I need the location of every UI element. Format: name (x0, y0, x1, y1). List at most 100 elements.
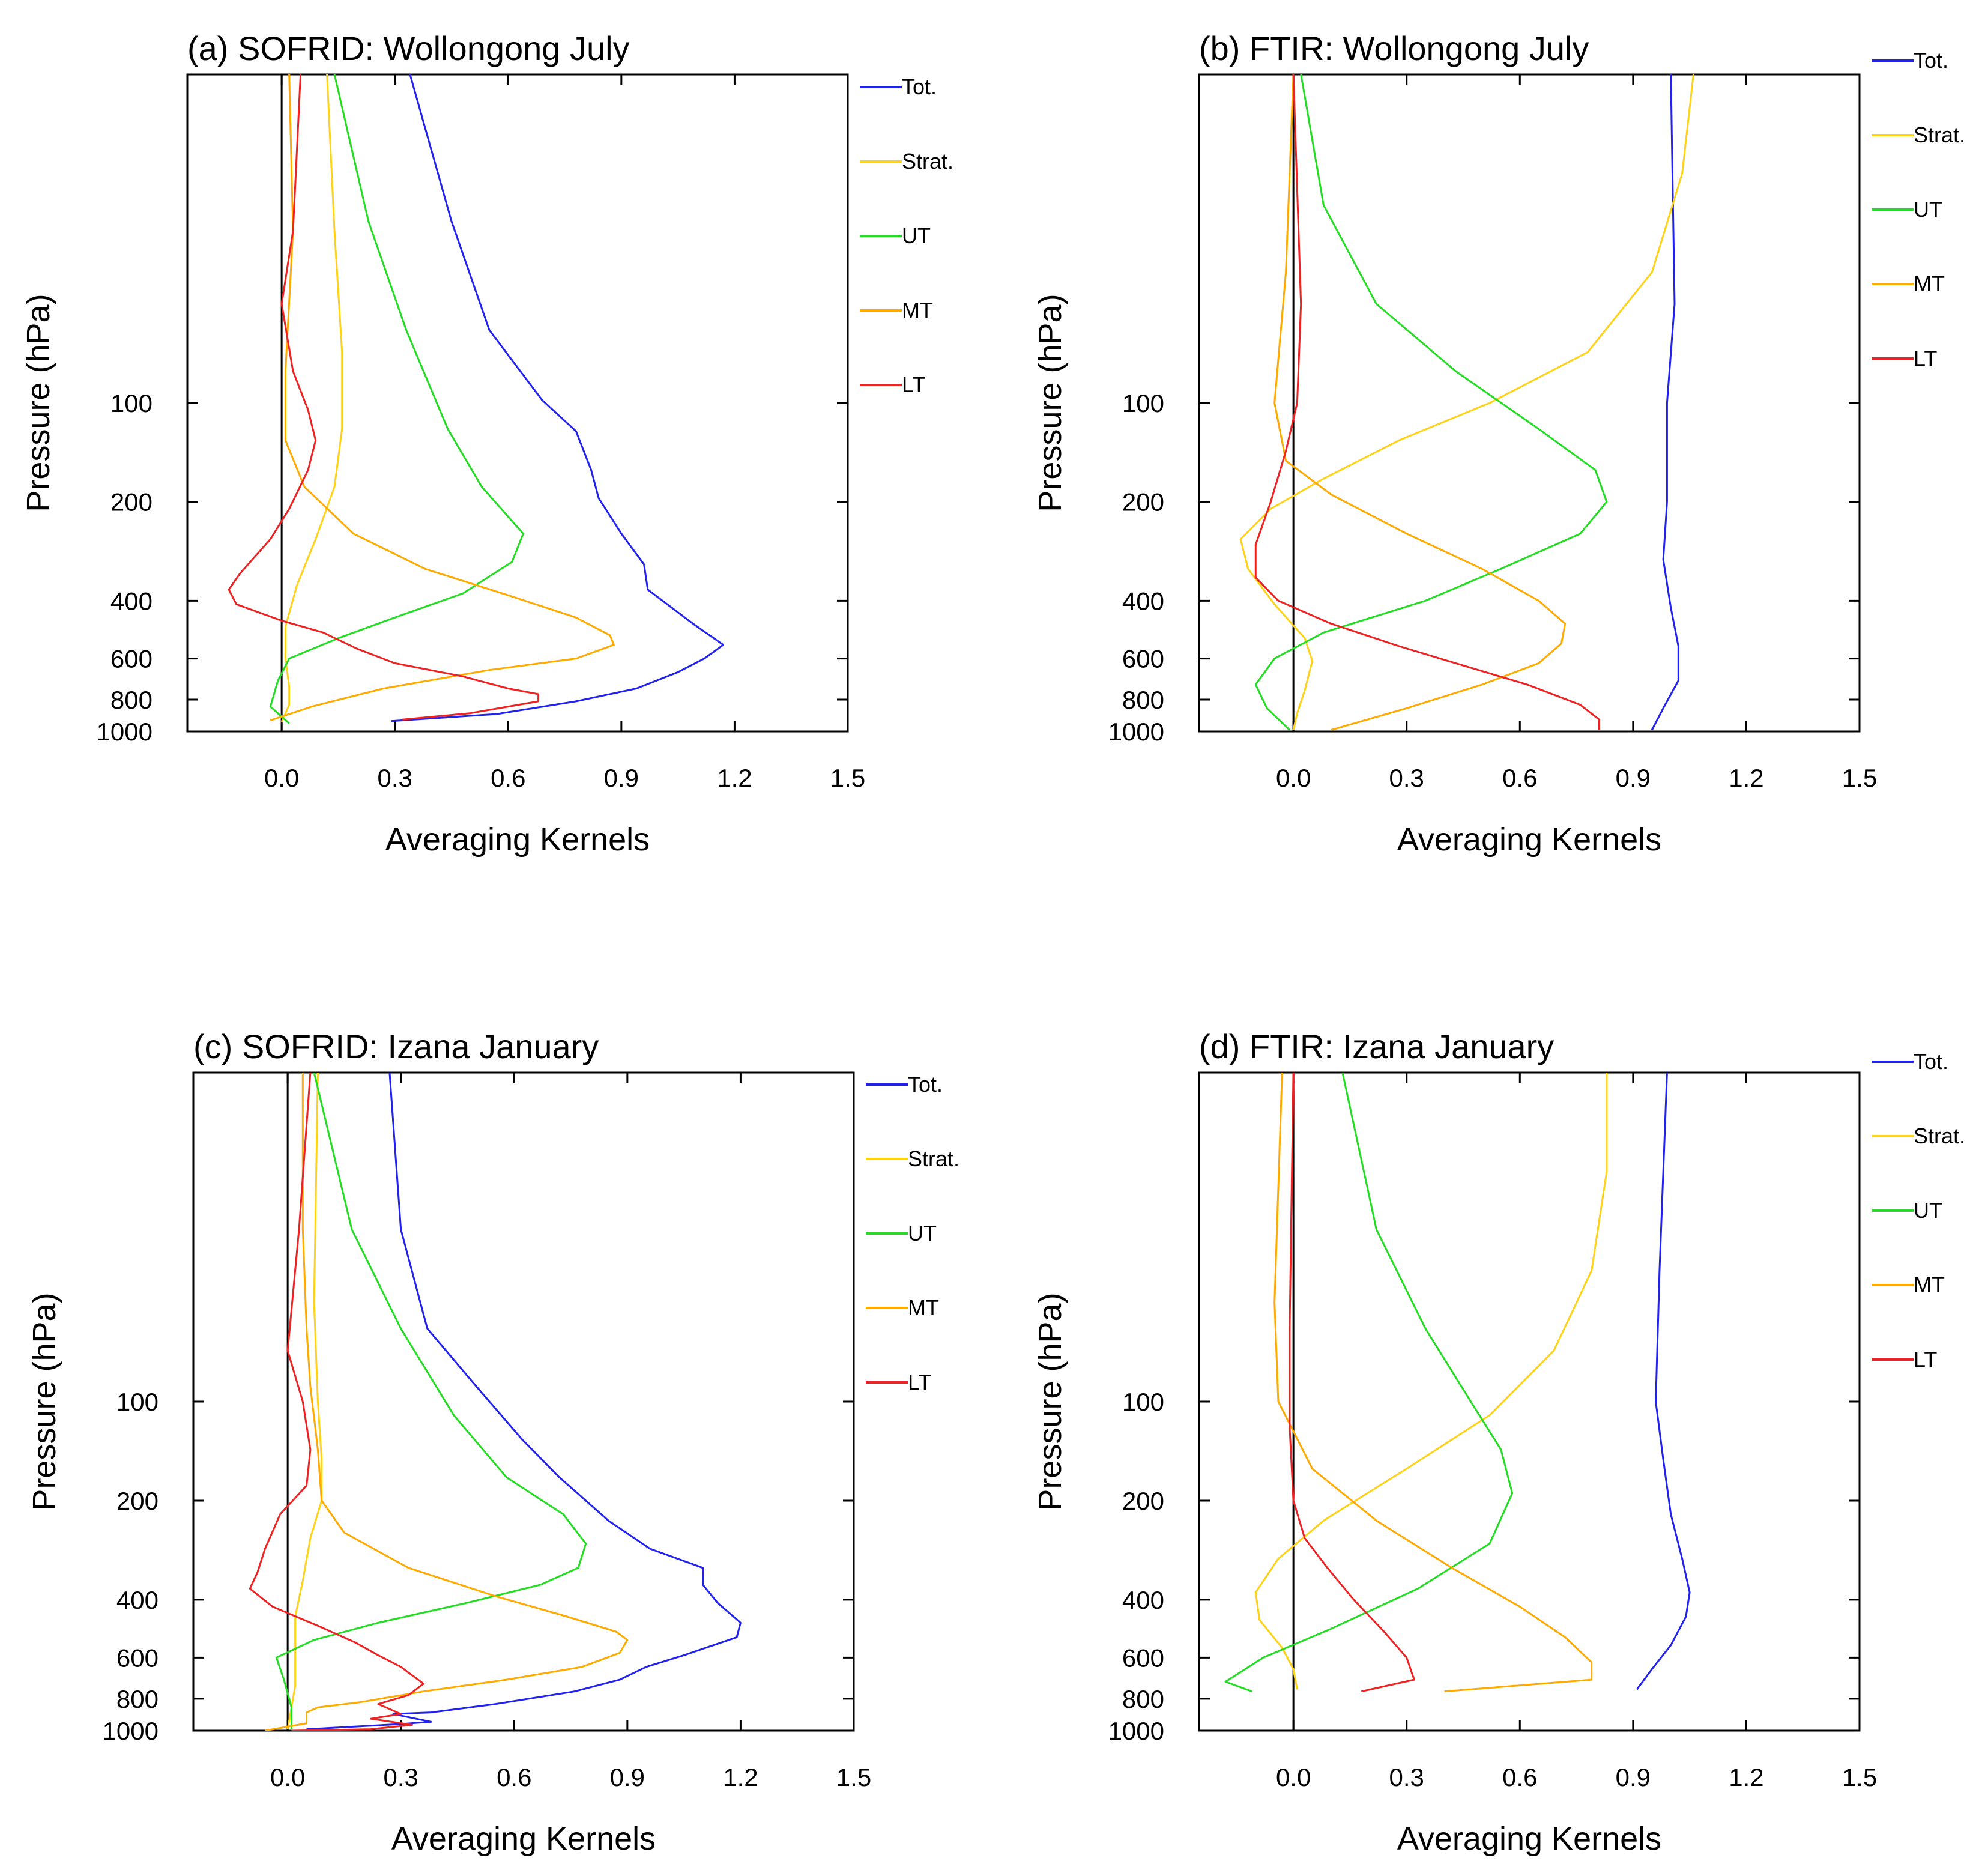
y-tick-label: 600 (1122, 1644, 1164, 1672)
legend-label: Tot. (908, 1072, 943, 1097)
panel-title: (b) FTIR: Wollongong July (1199, 29, 1589, 67)
legend-label: UT (1914, 1198, 1942, 1223)
x-tick-label: 0.3 (378, 764, 412, 792)
x-tick-label: 0.6 (1502, 1763, 1537, 1791)
x-tick-label: 1.2 (1729, 1763, 1763, 1791)
x-tick-label: 0.9 (1616, 764, 1651, 792)
legend-label: Tot. (1914, 48, 1948, 73)
y-tick-label: 800 (116, 1685, 159, 1713)
legend-label: UT (902, 223, 931, 248)
x-tick-label: 0.9 (604, 764, 639, 792)
series-line-tot (306, 1073, 742, 1731)
legend-label: Tot. (902, 74, 937, 99)
x-axis-title: Averaging Kernels (385, 822, 650, 858)
y-axis-title: Pressure (hPa) (20, 294, 56, 512)
legend-label: Strat. (1914, 1124, 1965, 1148)
y-tick-label: 100 (1122, 1388, 1164, 1416)
x-tick-label: 0.0 (1276, 764, 1311, 792)
legend-label: Strat. (908, 1146, 959, 1171)
y-tick-label: 1000 (103, 1717, 159, 1745)
y-tick-label: 800 (110, 686, 153, 714)
series-line-mt (1273, 74, 1567, 731)
panel-d-ftir-izana-january: 0.0 0.3 0.6 0.9 1.2 1.5 100 200 400 600 800 1000 (d)… (1032, 1027, 1965, 1857)
y-tick-label: 200 (116, 1487, 159, 1515)
legend-label: Tot. (1914, 1049, 1948, 1074)
y-tick-label: 100 (116, 1388, 159, 1416)
series-line-mt (270, 74, 615, 721)
series-line-ut (275, 1073, 587, 1729)
x-tick-label: 0.3 (1389, 1763, 1424, 1791)
x-tick-label: 1.5 (830, 764, 865, 792)
y-tick-label: 800 (1122, 686, 1164, 714)
y-axis-title: Pressure (hPa) (1032, 294, 1068, 512)
x-tick-label: 1.2 (717, 764, 752, 792)
x-tick-label: 0.0 (264, 764, 299, 792)
series-line-ut (1224, 1073, 1514, 1693)
legend-label: Strat. (902, 149, 953, 174)
y-tick-label: 800 (1122, 1685, 1164, 1713)
legend-label: MT (1914, 271, 1945, 296)
x-axis-title: Averaging Kernels (1397, 822, 1661, 858)
y-tick-label: 400 (1122, 587, 1164, 615)
panel-title: (c) SOFRID: Izana January (193, 1027, 599, 1065)
y-axis-title: Pressure (hPa) (26, 1292, 62, 1510)
legend-label: LT (908, 1370, 931, 1394)
series-line-mt (265, 1073, 629, 1731)
series-line-lt (249, 1073, 424, 1731)
x-tick-label: 1.2 (723, 1763, 758, 1791)
x-tick-label: 1.5 (1842, 1763, 1877, 1791)
x-tick-label: 0.0 (1276, 1763, 1311, 1791)
panel-a-sofrid-wollongong-july: 0.0 0.3 0.6 0.9 1.2 1.5 100 200 400 600 800 1000 (a)… (20, 29, 953, 858)
series-line-mt (1273, 1073, 1593, 1693)
series-line-strat (1254, 1073, 1608, 1690)
series-line-tot (391, 74, 725, 722)
series-line-strat (280, 74, 343, 722)
x-axis-title: Averaging Kernels (1397, 1821, 1661, 1857)
y-tick-label: 600 (116, 1644, 159, 1672)
series-line-ut (1254, 74, 1608, 731)
panel-title: (d) FTIR: Izana January (1199, 1027, 1554, 1065)
y-tick-label: 400 (110, 587, 153, 615)
legend-label: LT (902, 372, 925, 397)
legend-label: MT (902, 298, 933, 322)
legend-label: LT (1914, 346, 1937, 371)
x-axis-title: Averaging Kernels (391, 1821, 656, 1857)
series-line-ut (269, 74, 524, 724)
legend-label: UT (1914, 197, 1942, 222)
series-line-strat (286, 1073, 323, 1729)
y-tick-label: 200 (1122, 488, 1164, 516)
x-tick-label: 1.5 (836, 1763, 871, 1791)
x-tick-label: 0.9 (1616, 1763, 1651, 1791)
series-line-lt (1289, 1073, 1415, 1693)
series-line-tot (1636, 1073, 1691, 1690)
legend-label: Strat. (1914, 123, 1965, 147)
x-tick-label: 0.6 (491, 764, 525, 792)
y-tick-label: 100 (110, 389, 153, 417)
x-tick-label: 0.3 (1389, 764, 1424, 792)
y-tick-label: 1000 (1108, 718, 1164, 746)
series-line-tot (1651, 74, 1679, 731)
legend-label: MT (1914, 1272, 1945, 1297)
y-tick-label: 100 (1122, 389, 1164, 417)
series-line-strat (1239, 74, 1694, 730)
y-axis-title: Pressure (hPa) (1032, 1292, 1068, 1510)
x-tick-label: 0.3 (384, 1763, 418, 1791)
legend-label: UT (908, 1221, 937, 1245)
legend-label: MT (908, 1295, 939, 1320)
panel-c-sofrid-izana-january: 0.0 0.3 0.6 0.9 1.2 1.5 100 200 400 600 800 1000 (c)… (26, 1027, 959, 1857)
y-tick-label: 400 (1122, 1586, 1164, 1614)
y-tick-label: 600 (1122, 645, 1164, 673)
panel-b-ftir-wollongong-july: 0.0 0.3 0.6 0.9 1.2 1.5 100 200 400 600 800 1000 (b)… (1032, 29, 1965, 858)
panel-title: (a) SOFRID: Wollongong July (187, 29, 630, 67)
legend-label: LT (1914, 1347, 1937, 1372)
x-tick-label: 0.0 (270, 1763, 305, 1791)
series-line-lt (228, 74, 540, 721)
x-tick-label: 0.9 (610, 1763, 645, 1791)
x-tick-label: 0.6 (1502, 764, 1537, 792)
x-tick-label: 0.6 (497, 1763, 531, 1791)
y-tick-label: 1000 (97, 718, 153, 746)
y-tick-label: 600 (110, 645, 153, 673)
x-tick-label: 1.5 (1842, 764, 1877, 792)
